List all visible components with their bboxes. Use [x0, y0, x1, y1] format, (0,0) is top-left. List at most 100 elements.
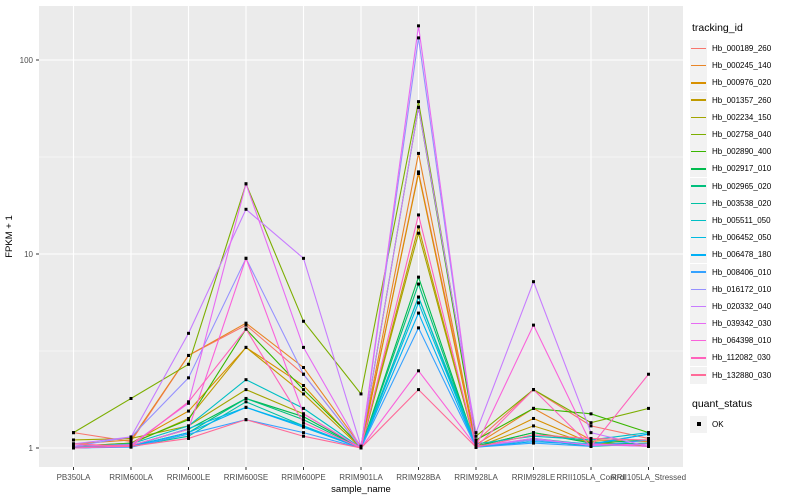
legend-key-line-icon: [691, 374, 706, 376]
data-point: [417, 171, 420, 175]
data-point: [474, 438, 478, 442]
legend-key-line-icon: [691, 271, 706, 273]
legend-key-swatch: [690, 297, 707, 315]
x-tick-label: RRII105LA_Stressed: [611, 473, 686, 482]
data-point: [302, 425, 305, 429]
legend-item: Hb_000245_140: [690, 57, 798, 75]
legend-item-label: Hb_001357_260: [712, 95, 772, 105]
data-point: [532, 424, 535, 428]
data-point: [647, 444, 650, 448]
legend-item-label: Hb_000245_140: [712, 61, 772, 71]
legend-key-swatch: [690, 126, 707, 144]
data-point: [72, 446, 75, 450]
data-point: [244, 327, 248, 331]
data-point: [129, 435, 133, 439]
data-point: [647, 372, 650, 376]
data-point: [302, 406, 305, 410]
legend-key-line-icon: [691, 357, 706, 359]
data-point: [589, 412, 593, 416]
data-point: [302, 434, 305, 438]
data-point: [589, 444, 593, 448]
data-point: [532, 433, 535, 437]
data-point: [244, 323, 248, 327]
legend-key-line-icon: [691, 168, 706, 170]
legend-key-swatch: [690, 280, 707, 298]
legend-key-line-icon: [691, 47, 706, 50]
data-point: [302, 372, 305, 376]
legend-item: Hb_000189_260: [690, 40, 798, 58]
data-point: [302, 418, 305, 422]
legend-item-label: Hb_039342_030: [712, 319, 772, 329]
data-point: [244, 400, 248, 404]
data-point: [72, 438, 75, 442]
data-point: [302, 345, 305, 349]
data-point: [417, 170, 420, 174]
data-point: [417, 36, 420, 40]
data-point: [302, 388, 305, 392]
legend-key-swatch: [690, 263, 707, 281]
data-point: [187, 418, 190, 422]
legend-item: Hb_132880_030: [690, 366, 798, 384]
legend-key-line-icon: [691, 82, 706, 84]
quant-legend-items: OK: [690, 415, 798, 433]
data-point: [589, 431, 593, 435]
legend-item-label: Hb_112082_030: [712, 353, 771, 363]
data-point: [417, 388, 420, 392]
legend-item-label: Hb_002965_020: [712, 181, 772, 191]
data-point: [302, 412, 305, 416]
data-point: [417, 151, 420, 155]
x-tick-label: RRIM600LE: [167, 473, 211, 482]
data-point: [187, 400, 190, 404]
legend-item: Hb_006452_050: [690, 229, 798, 247]
legend-item: Hb_003538_020: [690, 194, 798, 212]
legend-item-label: Hb_002890_400: [712, 147, 772, 157]
data-point: [589, 436, 593, 440]
legend-item: Hb_002234_150: [690, 108, 798, 126]
legend-key-swatch: [690, 108, 707, 126]
data-point: [532, 388, 535, 392]
data-point: [187, 434, 190, 438]
data-point: [647, 406, 650, 410]
data-point: [417, 275, 420, 279]
data-point: [589, 424, 593, 428]
data-point: [474, 431, 478, 435]
data-point: [417, 369, 420, 373]
x-tick-label: RRIM600SE: [224, 473, 268, 482]
data-point: [417, 225, 420, 229]
legend-key-swatch: [690, 366, 707, 384]
legend-key-swatch: [690, 211, 707, 229]
data-point: [302, 421, 305, 425]
legend-item-label: Hb_020332_040: [712, 301, 772, 311]
legend-item: Hb_006478_180: [690, 246, 798, 264]
data-point: [187, 362, 190, 366]
data-point: [417, 311, 420, 315]
data-point: [187, 427, 190, 431]
data-point: [417, 24, 420, 28]
quant-legend-title: quant_status: [692, 397, 753, 410]
legend-key-line-icon: [691, 322, 706, 325]
x-tick-label: RRII105LA_Control: [556, 473, 626, 482]
legend-key-line-icon: [691, 151, 706, 153]
legend-title: tracking_id: [692, 22, 743, 34]
legend-key-swatch: [690, 91, 707, 109]
data-point: [647, 432, 650, 436]
legend-key-swatch: [690, 74, 707, 92]
data-point: [532, 416, 535, 420]
data-point: [647, 440, 650, 444]
quant-legend-item: OK: [690, 415, 798, 433]
data-point: [647, 438, 650, 442]
legend-key-line-icon: [691, 288, 706, 290]
data-point: [302, 392, 305, 396]
data-point: [359, 446, 363, 450]
data-point: [129, 396, 133, 400]
data-point: [187, 424, 190, 428]
data-point: [244, 345, 248, 349]
legend-key-line-icon: [691, 340, 706, 342]
data-point: [129, 444, 133, 448]
x-tick-label: RRIM928BA: [396, 473, 441, 482]
legend-item-label: Hb_008406_010: [712, 267, 772, 277]
data-point: [129, 438, 133, 442]
legend-key-swatch: [690, 246, 707, 264]
legend-key-swatch: [690, 177, 707, 195]
